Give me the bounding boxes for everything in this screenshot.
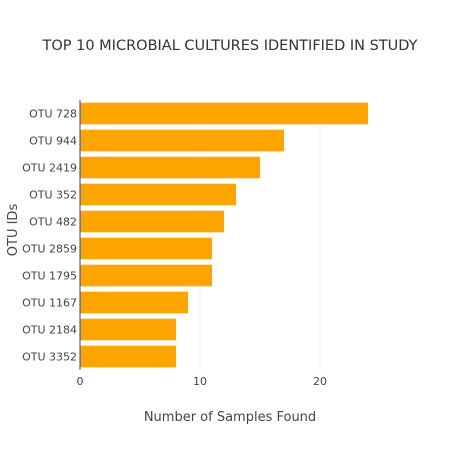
y-tick-label: OTU 482 (29, 216, 77, 229)
bar[interactable] (80, 102, 368, 125)
y-tick-label: OTU 728 (29, 108, 77, 121)
y-tick-label: OTU 2419 (22, 162, 77, 175)
y-tick-label: OTU 1167 (22, 297, 77, 310)
bar[interactable] (80, 210, 224, 233)
y-tick-label: OTU 3352 (22, 351, 77, 364)
bar[interactable] (80, 291, 188, 314)
chart-title: TOP 10 MICROBIAL CULTURES IDENTIFIED IN … (41, 38, 417, 54)
y-tick-label: OTU 1795 (22, 270, 77, 283)
x-axis-label: Number of Samples Found (144, 410, 316, 425)
bars (80, 102, 368, 368)
x-tick-label: 20 (313, 375, 327, 388)
x-tick-label: 10 (193, 375, 207, 388)
x-tick-labels: 0 10 20 (77, 375, 328, 388)
y-tick-label: OTU 2859 (22, 243, 77, 256)
bar[interactable] (80, 183, 236, 206)
bar[interactable] (80, 156, 260, 179)
y-tick-labels: OTU 728 OTU 944 OTU 2419 OTU 352 OTU 482 OTU … (22, 108, 77, 364)
y-axis-label: OTU IDs (6, 204, 21, 257)
bar[interactable] (80, 345, 176, 368)
y-tick-label: OTU 944 (29, 135, 77, 148)
bar[interactable] (80, 264, 212, 287)
y-tick-label: OTU 2184 (22, 324, 77, 337)
bar[interactable] (80, 318, 176, 341)
x-tick-label: 0 (77, 375, 84, 388)
bar[interactable] (80, 237, 212, 260)
y-tick-label: OTU 352 (29, 189, 77, 202)
bar[interactable] (80, 129, 284, 152)
